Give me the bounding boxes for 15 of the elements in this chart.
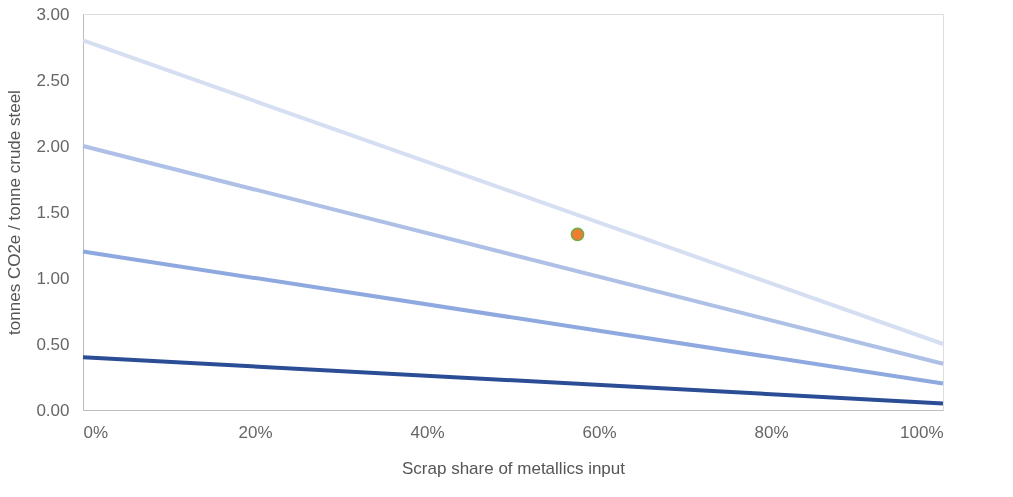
y-tick-label: 0.00 xyxy=(36,400,70,420)
x-tick-label: 0% xyxy=(83,422,109,442)
x-tick-label: 20% xyxy=(238,422,273,442)
x-tick-label: 80% xyxy=(754,422,789,442)
y-tick-label: 3.00 xyxy=(36,4,70,24)
y-tick-label: 2.50 xyxy=(36,70,70,90)
y-tick-label: 1.50 xyxy=(36,202,70,222)
x-tick-label: 100% xyxy=(900,422,944,442)
y-tick-label: 0.50 xyxy=(36,334,70,354)
x-axis-title: Scrap share of metallics input xyxy=(402,458,626,478)
y-tick-label: 1.00 xyxy=(36,268,70,288)
x-tick-label: 60% xyxy=(582,422,617,442)
y-axis-title: tonnes CO2e / tonne crude steel xyxy=(5,90,25,335)
y-tick-label: 2.00 xyxy=(36,136,70,156)
x-tick-label: 40% xyxy=(410,422,445,442)
